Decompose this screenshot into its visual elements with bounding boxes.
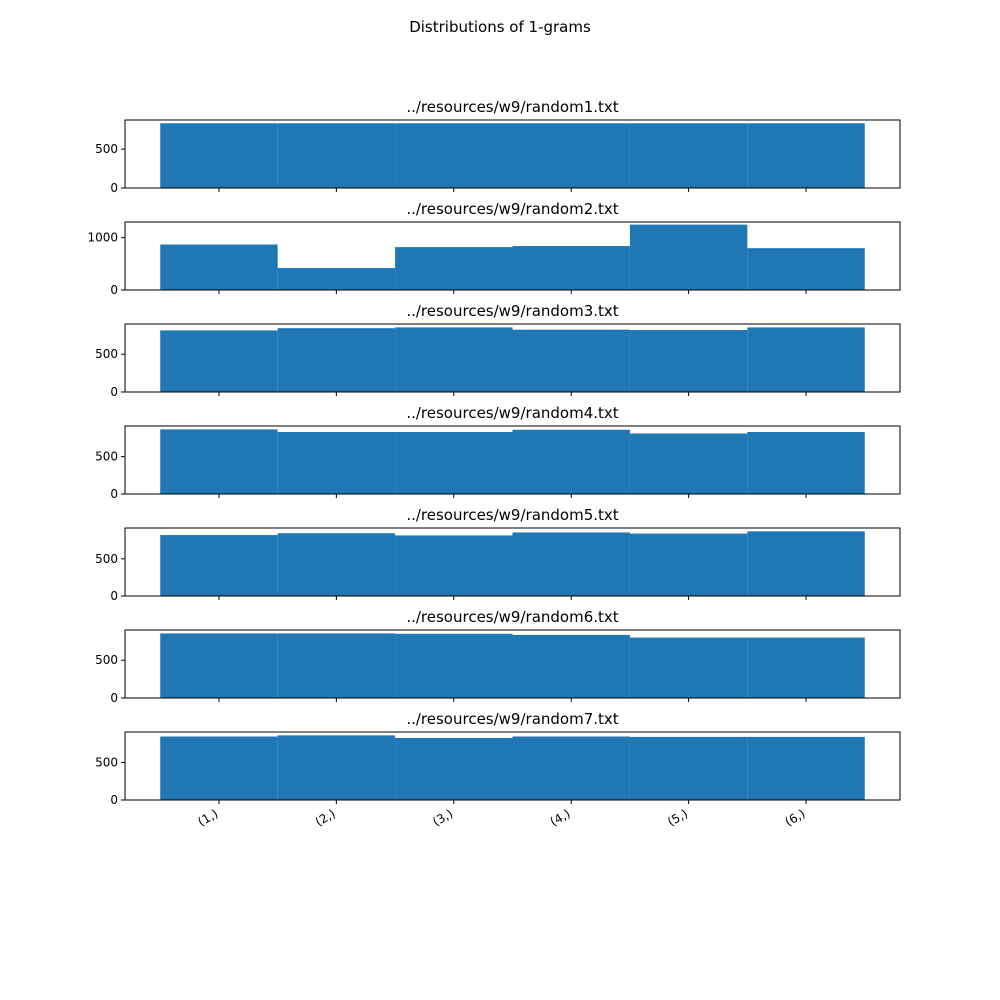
figure-title: Distributions of 1-grams xyxy=(409,18,591,36)
bar xyxy=(512,246,630,290)
bar xyxy=(629,123,748,188)
y-tick-label: 0 xyxy=(110,691,118,705)
bar xyxy=(512,634,630,698)
axes-frame xyxy=(124,323,901,393)
bar xyxy=(747,431,865,494)
bar xyxy=(512,429,630,494)
y-tick-label: 500 xyxy=(95,552,118,566)
bar xyxy=(277,533,396,596)
x-tick-label: (6,) xyxy=(783,806,808,829)
bar xyxy=(395,431,513,494)
y-tick-label: 0 xyxy=(110,181,118,195)
y-tick-label: 0 xyxy=(110,793,118,807)
y-tick-label: 500 xyxy=(95,755,118,769)
bar xyxy=(277,431,396,494)
y-tick-label: 0 xyxy=(110,283,118,297)
y-tick-label: 500 xyxy=(95,347,118,361)
bar xyxy=(747,123,865,188)
bar xyxy=(160,123,278,188)
axes-frame xyxy=(124,119,901,189)
bar xyxy=(395,123,513,188)
x-tick-label: (3,) xyxy=(430,806,455,829)
axes-frame xyxy=(124,629,901,699)
axes-frame xyxy=(124,527,901,597)
bar xyxy=(747,248,865,290)
x-tick-label: (4,) xyxy=(548,806,573,829)
y-tick-label: 500 xyxy=(95,450,118,464)
bar xyxy=(277,633,396,698)
x-tick-label: (5,) xyxy=(665,806,690,829)
bar xyxy=(160,330,278,392)
subplot-title: ../resources/w9/random6.txt xyxy=(406,608,618,626)
subplot: ../resources/w9/random6.txt 0 500 xyxy=(95,608,901,705)
bar xyxy=(160,633,278,698)
subplot-title: ../resources/w9/random7.txt xyxy=(406,710,618,728)
x-tick-label: (2,) xyxy=(313,806,338,829)
bar xyxy=(395,327,513,392)
subplot-title: ../resources/w9/random1.txt xyxy=(406,98,618,116)
bar xyxy=(629,433,748,494)
bar xyxy=(747,736,865,800)
bar xyxy=(512,329,630,392)
bar xyxy=(277,123,396,188)
subplot: ../resources/w9/random4.txt 0 500 xyxy=(95,404,901,501)
bar xyxy=(629,224,748,290)
bar xyxy=(512,123,630,188)
bar xyxy=(629,533,748,596)
bar xyxy=(160,244,278,290)
bar xyxy=(277,328,396,392)
bar xyxy=(747,637,865,698)
y-tick-label: 500 xyxy=(95,142,118,156)
bar xyxy=(629,330,748,392)
bar xyxy=(277,268,396,290)
subplot-title: ../resources/w9/random3.txt xyxy=(406,302,618,320)
bar xyxy=(160,535,278,596)
bar xyxy=(747,327,865,392)
subplot-title: ../resources/w9/random4.txt xyxy=(406,404,618,422)
bar xyxy=(395,738,513,800)
bar xyxy=(277,735,396,800)
subplot-title: ../resources/w9/random5.txt xyxy=(406,506,618,524)
bar xyxy=(395,633,513,698)
bar xyxy=(395,535,513,596)
x-tick-label: (1,) xyxy=(195,806,220,829)
axes-frame xyxy=(124,425,901,495)
bar xyxy=(395,247,513,290)
subplots: ../resources/w9/random1.txt0500../resour… xyxy=(87,98,901,829)
subplot: ../resources/w9/random2.txt 0 1000 xyxy=(87,200,901,297)
subplot: ../resources/w9/random7.txt 0 500 (1,) (2,) (… xyxy=(95,710,901,829)
bar xyxy=(512,532,630,596)
bar xyxy=(747,531,865,596)
subplot: ../resources/w9/random3.txt 0 500 xyxy=(95,302,901,399)
y-tick-label: 500 xyxy=(95,653,118,667)
bar xyxy=(512,736,630,800)
subplot: ../resources/w9/random1.txt 0 500 xyxy=(95,98,901,195)
axes-frame xyxy=(124,221,901,291)
bar xyxy=(160,429,278,494)
y-tick-label: 1000 xyxy=(87,231,118,245)
y-tick-label: 0 xyxy=(110,589,118,603)
bar xyxy=(629,637,748,698)
bar xyxy=(160,736,278,800)
subplot-title: ../resources/w9/random2.txt xyxy=(406,200,618,218)
y-tick-label: 0 xyxy=(110,385,118,399)
subplot: ../resources/w9/random5.txt 0 500 xyxy=(95,506,901,603)
bar xyxy=(629,736,748,800)
y-tick-label: 0 xyxy=(110,487,118,501)
axes-frame xyxy=(124,731,901,801)
